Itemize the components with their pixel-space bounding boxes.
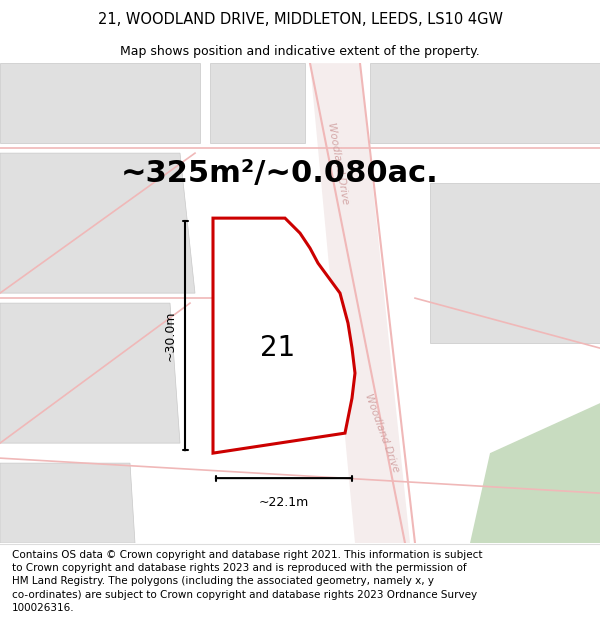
Text: ~325m²/~0.080ac.: ~325m²/~0.080ac. <box>121 159 439 188</box>
Polygon shape <box>0 153 195 293</box>
Polygon shape <box>370 63 600 143</box>
Polygon shape <box>0 463 135 543</box>
Text: Woodland Drive: Woodland Drive <box>326 121 350 205</box>
Text: 21: 21 <box>260 334 296 362</box>
Text: Map shows position and indicative extent of the property.: Map shows position and indicative extent… <box>120 45 480 58</box>
Text: 21, WOODLAND DRIVE, MIDDLETON, LEEDS, LS10 4GW: 21, WOODLAND DRIVE, MIDDLETON, LEEDS, LS… <box>97 12 503 27</box>
Polygon shape <box>430 183 600 343</box>
Polygon shape <box>210 63 305 143</box>
Polygon shape <box>0 303 180 443</box>
Polygon shape <box>470 403 600 543</box>
Text: ~30.0m: ~30.0m <box>164 311 177 361</box>
Polygon shape <box>310 63 410 543</box>
Text: Woodland Drive: Woodland Drive <box>363 392 401 474</box>
Text: ~22.1m: ~22.1m <box>259 496 309 509</box>
Text: Contains OS data © Crown copyright and database right 2021. This information is : Contains OS data © Crown copyright and d… <box>12 550 482 612</box>
Polygon shape <box>213 218 355 453</box>
Polygon shape <box>0 63 200 143</box>
